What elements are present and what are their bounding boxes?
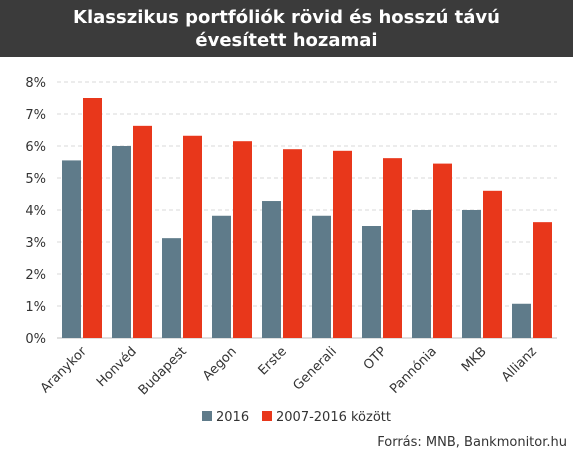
bar-2007-2016-1 (133, 125, 152, 338)
legend-swatch-2016 (202, 411, 212, 421)
x-category-label: Pannónia (387, 344, 440, 397)
y-tick-label: 5% (25, 172, 46, 187)
bar-2016-8 (462, 210, 481, 338)
source-note: Forrás: MNB, Bankmonitor.hu (377, 435, 567, 450)
y-tick-label: 8% (25, 76, 46, 91)
y-tick-label: 3% (25, 236, 46, 251)
x-category-label: Aranykor (38, 344, 90, 396)
gridlines (57, 81, 557, 339)
x-category-label: Generali (290, 344, 339, 393)
x-category-label: OTP (361, 344, 390, 373)
bar-2016-1 (112, 146, 131, 338)
y-tick-label: 7% (25, 108, 46, 123)
bar-2007-2016-5 (333, 150, 352, 338)
bar-2016-6 (362, 226, 381, 338)
legend-swatch-2007-2016 (262, 411, 272, 421)
y-tick-label: 4% (25, 204, 46, 219)
bar-2007-2016-2 (183, 135, 202, 338)
bar-2007-2016-9 (533, 222, 552, 338)
bar-2016-7 (412, 210, 431, 338)
x-category-label: Budapest (136, 344, 190, 398)
bar-2007-2016-4 (283, 149, 302, 338)
x-category-label: Erste (256, 344, 290, 378)
bar-2016-0 (62, 160, 81, 338)
x-category-label: Allianz (499, 344, 540, 385)
bar-2007-2016-8 (483, 190, 502, 338)
bar-2016-3 (212, 215, 231, 338)
chart-title-bar: Klasszikus portfóliók rövid és hosszú tá… (0, 0, 573, 57)
bar-2016-5 (312, 215, 331, 338)
legend: 2016 2007-2016 között (202, 410, 391, 425)
bar-2016-4 (262, 201, 281, 338)
x-category-label: Honvéd (94, 344, 140, 390)
bar-2007-2016-3 (233, 141, 252, 338)
y-tick-label: 1% (25, 300, 46, 315)
bar-2007-2016-0 (83, 98, 102, 338)
bar-2016-9 (512, 303, 531, 338)
bar-2016-2 (162, 238, 181, 338)
y-tick-label: 6% (25, 140, 46, 155)
x-category-label: MKB (459, 344, 490, 375)
chart-title: Klasszikus portfóliók rövid és hosszú tá… (73, 6, 500, 51)
legend-label-2016: 2016 (216, 410, 249, 425)
y-axis-ticks: 0% 1% 2% 3% 4% 5% 6% 7% 8% (25, 76, 46, 347)
bar-2007-2016-7 (433, 163, 452, 338)
legend-label-2007-2016: 2007-2016 között (276, 410, 391, 425)
bars (62, 98, 552, 338)
bar-2007-2016-6 (383, 158, 402, 338)
y-tick-label: 2% (25, 268, 46, 283)
y-tick-label: 0% (25, 332, 46, 347)
bar-chart: 0% 1% 2% 3% 4% 5% 6% 7% 8% Aranykor HonvédBudapes… (25, 76, 557, 425)
x-category-label: Aegon (200, 344, 240, 384)
